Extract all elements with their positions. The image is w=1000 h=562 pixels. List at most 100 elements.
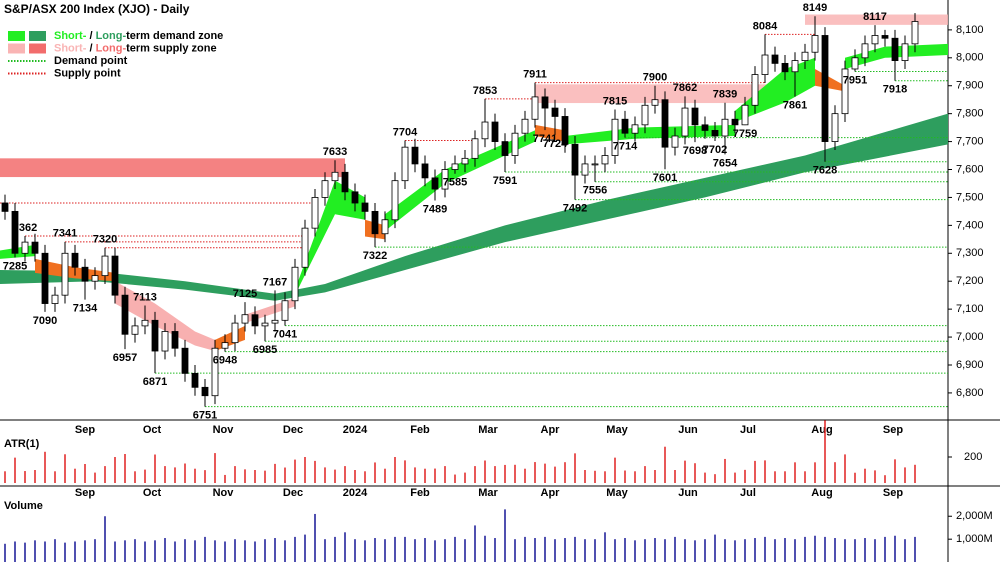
- low-label: 7585: [443, 177, 467, 189]
- volume-bar: [224, 541, 226, 562]
- candle-body: [1, 202, 9, 212]
- candle-body: [211, 347, 219, 397]
- low-label: 7134: [73, 303, 98, 315]
- candle-body: [741, 104, 749, 126]
- x-tick-label: Sep: [75, 487, 95, 499]
- x-tick-label: Sep: [883, 487, 903, 499]
- legend-text: Supply point: [54, 67, 121, 79]
- candle-body: [341, 171, 349, 193]
- candle-body: [71, 252, 79, 268]
- high-label: 7704: [393, 126, 418, 138]
- candle-body: [241, 314, 249, 324]
- high-label: 7341: [53, 228, 77, 240]
- legend-swatch: [8, 31, 25, 41]
- legend-text-part: Short-: [54, 42, 87, 54]
- low-label: 7601: [653, 172, 677, 184]
- volume-bar: [264, 539, 266, 562]
- y-tick-label: 7,300: [956, 247, 984, 259]
- y-tick-label: 7,700: [956, 135, 984, 147]
- supply-zone: [0, 158, 345, 178]
- low-label: 7090: [33, 315, 57, 327]
- candle-body: [681, 107, 689, 137]
- candle-body: [531, 96, 539, 120]
- volume-bar: [794, 539, 796, 562]
- low-label: 7741: [533, 133, 557, 145]
- legend-text-part: /: [86, 30, 95, 42]
- low-label: 6948: [213, 354, 237, 366]
- high-label: 7815: [603, 95, 627, 107]
- volume-bar: [284, 540, 286, 562]
- candle-body: [671, 135, 679, 148]
- short-term-band: [535, 124, 565, 142]
- volume-bar: [774, 539, 776, 562]
- chart-title: S&P/ASX 200 Index (XJO) - Daily: [4, 2, 190, 16]
- volume-bar: [114, 541, 116, 562]
- candle-body: [231, 322, 239, 344]
- candle-body: [691, 107, 699, 126]
- legend-text: Demand point: [54, 55, 128, 67]
- candle-body: [881, 35, 889, 39]
- volume-bar: [304, 534, 306, 562]
- candle-body: [41, 252, 49, 304]
- volume-bar: [854, 539, 856, 562]
- volume-bar: [394, 536, 396, 562]
- candle-body: [651, 99, 659, 106]
- candle-body: [621, 118, 629, 134]
- volume-bar: [194, 540, 196, 562]
- candle-body: [491, 121, 499, 142]
- legend-text-part: Short-: [54, 30, 87, 42]
- short-term-band: [565, 124, 735, 145]
- high-label: 7900: [643, 72, 667, 84]
- candle-body: [781, 62, 789, 73]
- candle-body: [441, 169, 449, 190]
- low-label: 7698: [683, 145, 707, 157]
- x-tick-label: Dec: [283, 487, 303, 499]
- low-label: 7702: [703, 144, 727, 156]
- volume-bar: [234, 539, 236, 562]
- low-label: 7285: [3, 260, 27, 272]
- candle-body: [591, 163, 599, 166]
- y-tick-label: 7,100: [956, 303, 984, 315]
- low-label: 7861: [783, 100, 807, 112]
- short-term-band: [215, 325, 245, 352]
- candle-body: [771, 54, 779, 64]
- volume-bar: [334, 536, 336, 562]
- volume-bar: [814, 535, 816, 562]
- volume-bar: [754, 538, 756, 562]
- volume-bar: [184, 539, 186, 562]
- candle-body: [711, 130, 719, 137]
- candle-body: [121, 294, 129, 335]
- candle-body: [721, 118, 729, 137]
- candle-body: [801, 51, 809, 61]
- candle-body: [501, 141, 509, 156]
- short-term-band: [295, 180, 365, 296]
- volume-bar: [364, 540, 366, 562]
- legend-swatch: [8, 43, 25, 54]
- candle-body: [401, 146, 409, 182]
- candle-body: [481, 121, 489, 140]
- high-label: 7125: [233, 288, 257, 300]
- candle-body: [521, 118, 529, 134]
- volume-bar: [734, 540, 736, 562]
- candle-body: [301, 227, 309, 268]
- high-label: 8117: [863, 11, 887, 23]
- legend-swatch: [29, 43, 46, 54]
- volume-bar: [504, 509, 506, 562]
- volume-bar: [134, 539, 136, 562]
- volume-tick-label: 2,000M: [956, 510, 993, 522]
- candle-body: [701, 124, 709, 131]
- high-label: 7853: [473, 85, 497, 97]
- candle-body: [321, 180, 329, 198]
- volume-bar: [454, 536, 456, 562]
- volume-bar: [644, 539, 646, 562]
- x-tick-label: Nov: [213, 487, 235, 499]
- volume-bar: [4, 543, 6, 562]
- candle-body: [791, 60, 799, 73]
- candle-body: [421, 163, 429, 179]
- candle-body: [91, 275, 99, 282]
- candle-body: [891, 37, 899, 61]
- high-label: 7320: [93, 234, 117, 246]
- volume-bar: [674, 536, 676, 562]
- volume-bar: [314, 513, 316, 562]
